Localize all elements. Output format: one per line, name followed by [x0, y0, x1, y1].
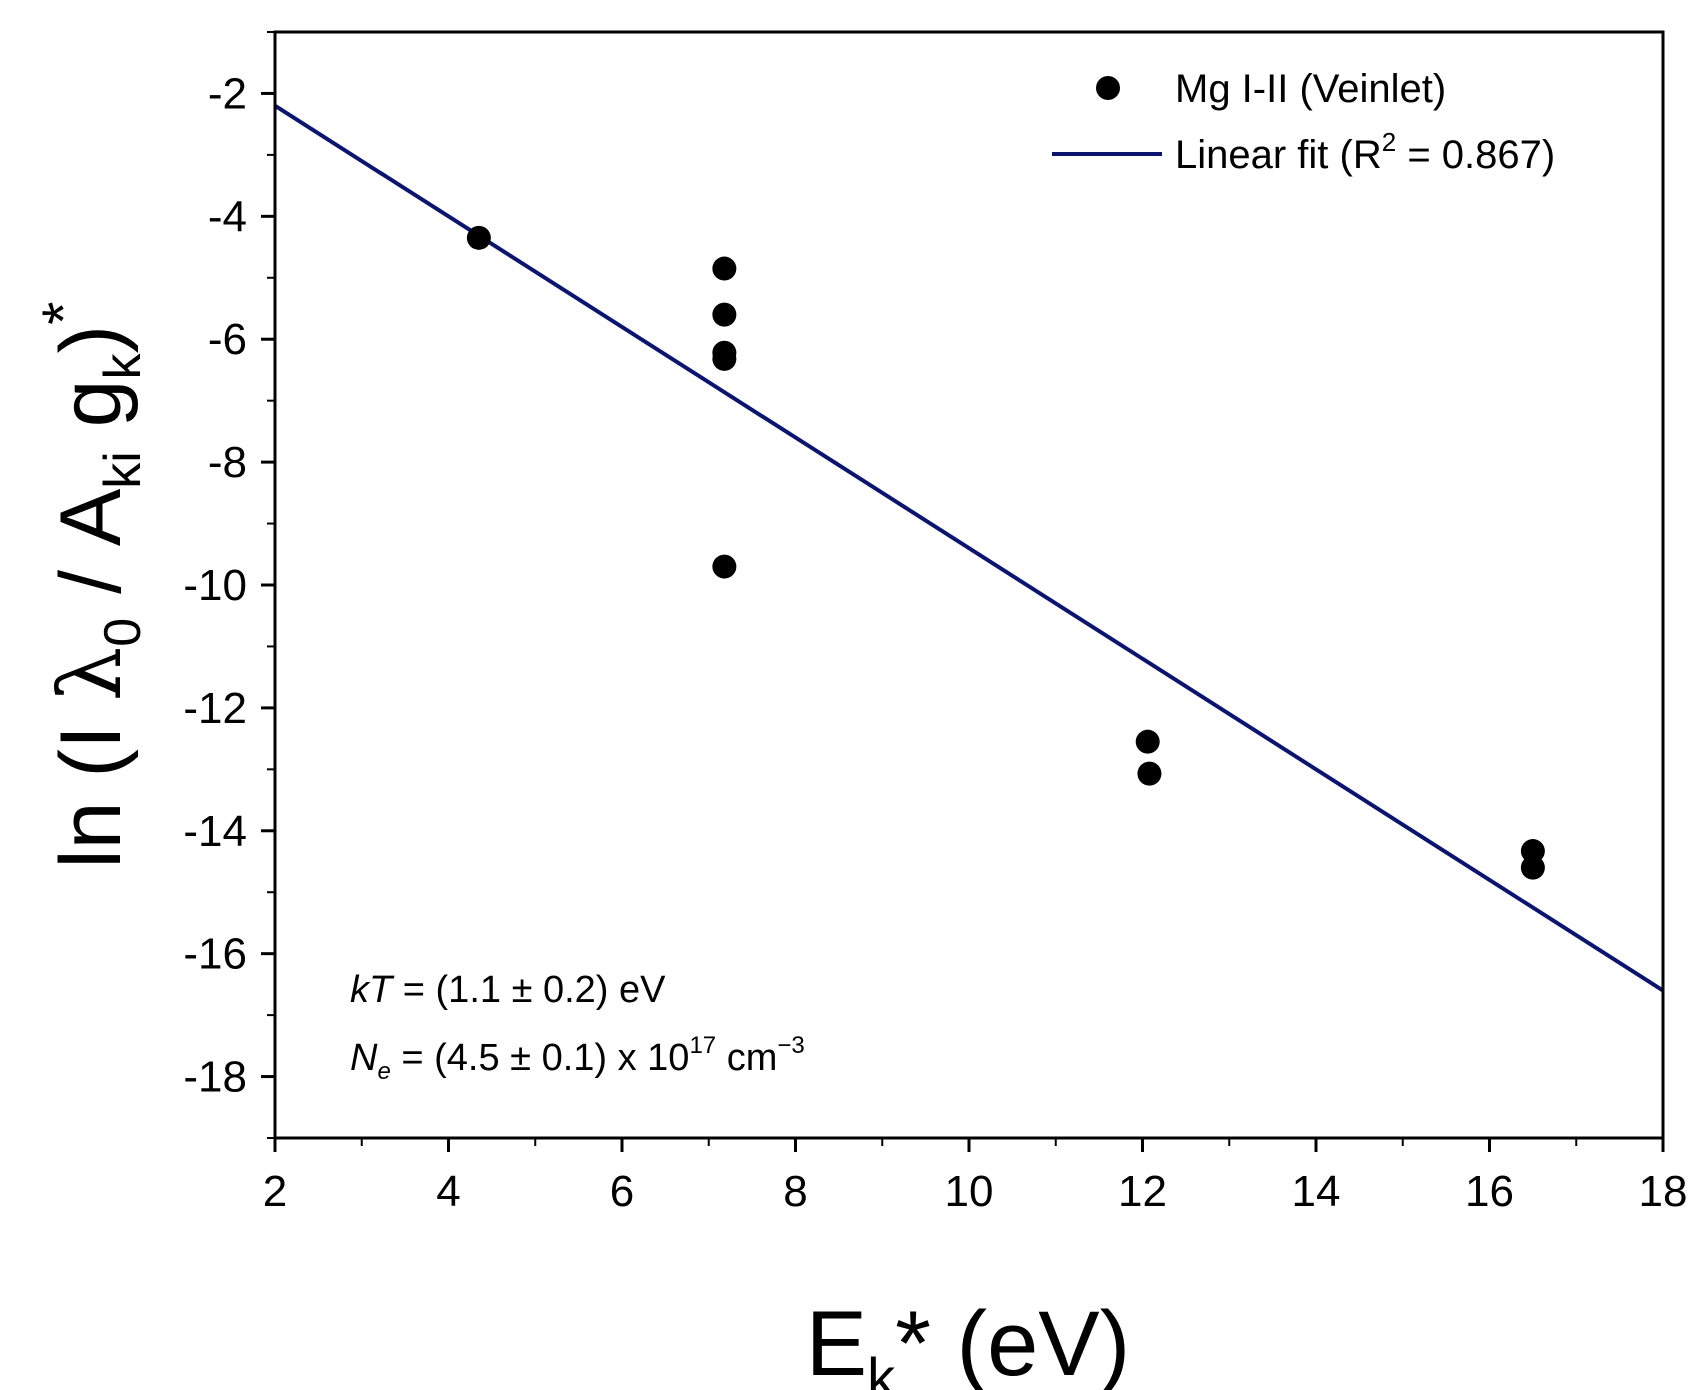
- data-point-3: [712, 302, 737, 327]
- ne-italic: N: [350, 1037, 378, 1079]
- ne-sup: 17: [689, 1032, 716, 1059]
- kt-annotation: kT = (1.1 ± 0.2) eV: [350, 969, 666, 1011]
- data-point-10: [1520, 855, 1545, 880]
- kt-italic: kT: [350, 969, 395, 1011]
- data-point-5: [712, 346, 737, 371]
- y-tick-label--14: -14: [183, 807, 247, 856]
- x-title-rest: * (eV): [895, 1293, 1130, 1390]
- legend-scatter-marker: [1096, 76, 1120, 100]
- data-point-2: [712, 256, 737, 281]
- legend-fit-suffix: = 0.867): [1396, 133, 1555, 177]
- y-title-p3: g: [43, 379, 139, 451]
- y-tick-labels: -2 -4 -6 -8 -10 -12 -14 -16 -18: [183, 69, 247, 1101]
- legend-fit-prefix: Linear fit (R: [1175, 133, 1382, 177]
- data-points: [466, 225, 1545, 880]
- y-title-p2: / A: [43, 488, 139, 618]
- legend-fit-label: Linear fit (R2 = 0.867): [1175, 127, 1555, 177]
- ne-annotation: Ne = (4.5 ± 0.1) x 1017 cm−3: [350, 1032, 805, 1085]
- linear-fit-line: [273, 104, 1665, 993]
- y-title-sub0: 0: [94, 618, 152, 647]
- y-title-lambda: λ: [41, 647, 141, 702]
- x-tick-label-10: 10: [945, 1167, 994, 1216]
- x-tick-label-14: 14: [1292, 1167, 1341, 1216]
- x-tick-label-16: 16: [1465, 1167, 1514, 1216]
- x-tick-label-2: 2: [263, 1167, 287, 1216]
- legend-scatter-label: Mg I-II (Veinlet): [1175, 67, 1446, 111]
- x-tick-label-8: 8: [783, 1167, 807, 1216]
- x-tick-label-18: 18: [1639, 1167, 1688, 1216]
- y-tick-label--6: -6: [208, 315, 247, 364]
- data-point-1: [466, 225, 491, 250]
- data-point-9: [1520, 839, 1545, 864]
- y-title-sup: *: [30, 301, 97, 324]
- y-title-subki: ki: [94, 451, 152, 489]
- x-tick-label-12: 12: [1118, 1167, 1167, 1216]
- ne-sub: e: [377, 1058, 390, 1085]
- ne-unit-sup: −3: [777, 1032, 804, 1059]
- data-point-8: [1137, 761, 1162, 786]
- kt-value: = (1.1 ± 0.2) eV: [392, 969, 666, 1011]
- y-tick-label--18: -18: [183, 1053, 247, 1102]
- y-tick-label--10: -10: [183, 561, 247, 610]
- x-title-base: E: [806, 1293, 867, 1390]
- legend: Mg I-II (Veinlet) Linear fit (R2 = 0.867…: [1052, 67, 1555, 177]
- x-tick-label-6: 6: [610, 1167, 634, 1216]
- x-tick-label-4: 4: [436, 1167, 460, 1216]
- y-title-subk: k: [94, 352, 152, 379]
- y-title-p1: ln (I: [43, 701, 139, 868]
- legend-fit-sup: 2: [1382, 127, 1396, 157]
- data-point-6: [712, 554, 737, 579]
- y-tick-label--4: -4: [208, 192, 247, 241]
- x-tick-labels: 2 4 6 8 10 12 14 16 18: [263, 1167, 1688, 1216]
- y-tick-label--2: -2: [208, 69, 247, 118]
- ne-value: = (4.5 ± 0.1) x 10: [391, 1037, 690, 1079]
- x-title-sub: k: [867, 1346, 896, 1390]
- ne-unit: cm: [716, 1037, 777, 1079]
- plot-frame: [273, 30, 1665, 1140]
- data-point-7: [1135, 729, 1160, 754]
- y-axis-title: ln (I λ0 / Aki gk)*: [30, 301, 152, 868]
- y-title-p4: ): [43, 325, 139, 354]
- y-tick-label--16: -16: [183, 930, 247, 979]
- x-axis-title: Ek* (eV): [806, 1293, 1131, 1390]
- y-tick-label--8: -8: [208, 438, 247, 487]
- y-tick-label--12: -12: [183, 684, 247, 733]
